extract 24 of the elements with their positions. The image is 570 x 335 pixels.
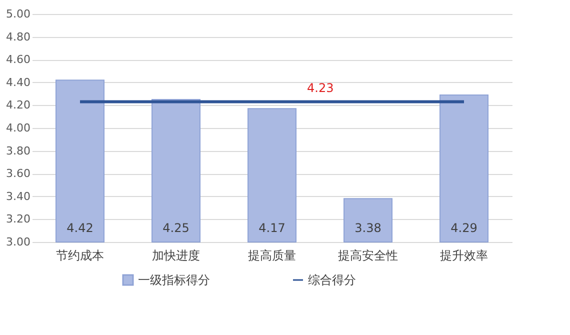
annotation: 4.23 [307, 80, 334, 95]
data-label: 4.29 [450, 221, 478, 235]
y-tick-label: 3.80 [6, 144, 30, 158]
x-tick-label: 节约成本 [56, 248, 104, 262]
y-tick-label: 4.00 [6, 122, 30, 134]
y-tick-label: 4.40 [6, 76, 30, 89]
y-tick-label: 4.20 [6, 98, 30, 112]
data-label: 4.17 [258, 221, 286, 235]
data-label: 4.25 [162, 221, 190, 235]
x-tick-label: 提高安全性 [338, 248, 398, 262]
x-tick-label: 提高质量 [248, 248, 296, 262]
y-tick-label: 3.60 [6, 167, 30, 180]
y-tick-label: 3.00 [6, 236, 30, 248]
y-tick-label: 4.80 [6, 30, 30, 44]
data-label: 4.42 [66, 221, 94, 235]
data-label: 3.38 [354, 221, 382, 235]
y-tick-label: 4.60 [6, 53, 30, 66]
legend-label: 一级指标得分 [138, 273, 210, 287]
legend-label: 综合得分 [308, 273, 356, 287]
y-tick-label: 3.20 [6, 212, 30, 226]
x-tick-label: 提升效率 [440, 248, 488, 262]
y-tick-label: 5.00 [6, 8, 30, 20]
x-tick-label: 加快进度 [152, 248, 200, 262]
y-tick-label: 3.40 [6, 190, 30, 203]
